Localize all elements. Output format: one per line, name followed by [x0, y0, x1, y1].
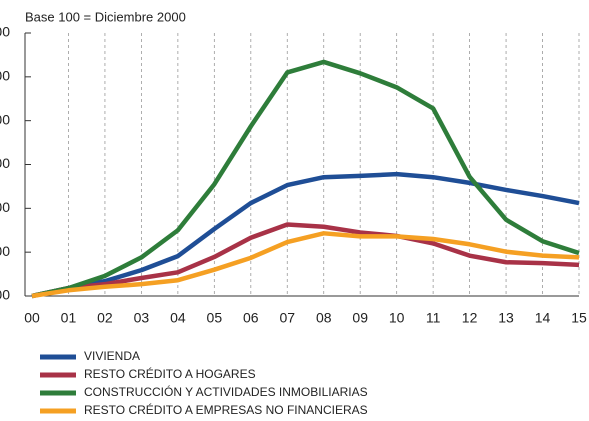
y-tick-label: 700: [0, 24, 10, 40]
x-tick-label: 00: [24, 310, 40, 326]
chart-subtitle: Base 100 = Diciembre 2000: [25, 9, 186, 24]
y-tick-label: 200: [0, 243, 10, 259]
legend-label: RESTO CRÉDITO A HOGARES: [84, 366, 256, 381]
x-tick-label: 08: [316, 310, 332, 326]
x-tick-label: 03: [134, 310, 150, 326]
y-tick-label: 300: [0, 199, 10, 215]
x-tick-label: 07: [279, 310, 295, 326]
legend-label: RESTO CRÉDITO A EMPRESAS NO FINANCIERAS: [84, 402, 368, 417]
x-tick-label: 09: [352, 310, 368, 326]
x-tick-label: 05: [207, 310, 223, 326]
x-tick-label: 04: [170, 310, 186, 326]
x-tick-label: 11: [426, 310, 441, 326]
series-line: [31, 171, 580, 299]
x-tick-label: 12: [462, 310, 478, 326]
series-line: [31, 231, 580, 299]
x-tick-label: 10: [389, 310, 405, 326]
legend-label: VIVIENDA: [84, 349, 140, 363]
legend-label: CONSTRUCCIÓN Y ACTIVIDADES INMOBILIARIAS: [84, 384, 368, 399]
y-tick-label: 100: [0, 287, 10, 303]
series-line: [31, 59, 580, 299]
series-line: [31, 222, 580, 299]
x-tick-label: 02: [97, 310, 113, 326]
x-tick-label: 06: [243, 310, 259, 326]
x-tick-label: 15: [571, 310, 587, 326]
x-tick-label: 13: [498, 310, 514, 326]
y-tick-label: 600: [0, 68, 10, 84]
y-tick-label: 500: [0, 111, 10, 127]
y-tick-label: 400: [0, 155, 10, 171]
x-tick-label: 01: [61, 310, 77, 326]
x-tick-label: 14: [535, 310, 551, 326]
